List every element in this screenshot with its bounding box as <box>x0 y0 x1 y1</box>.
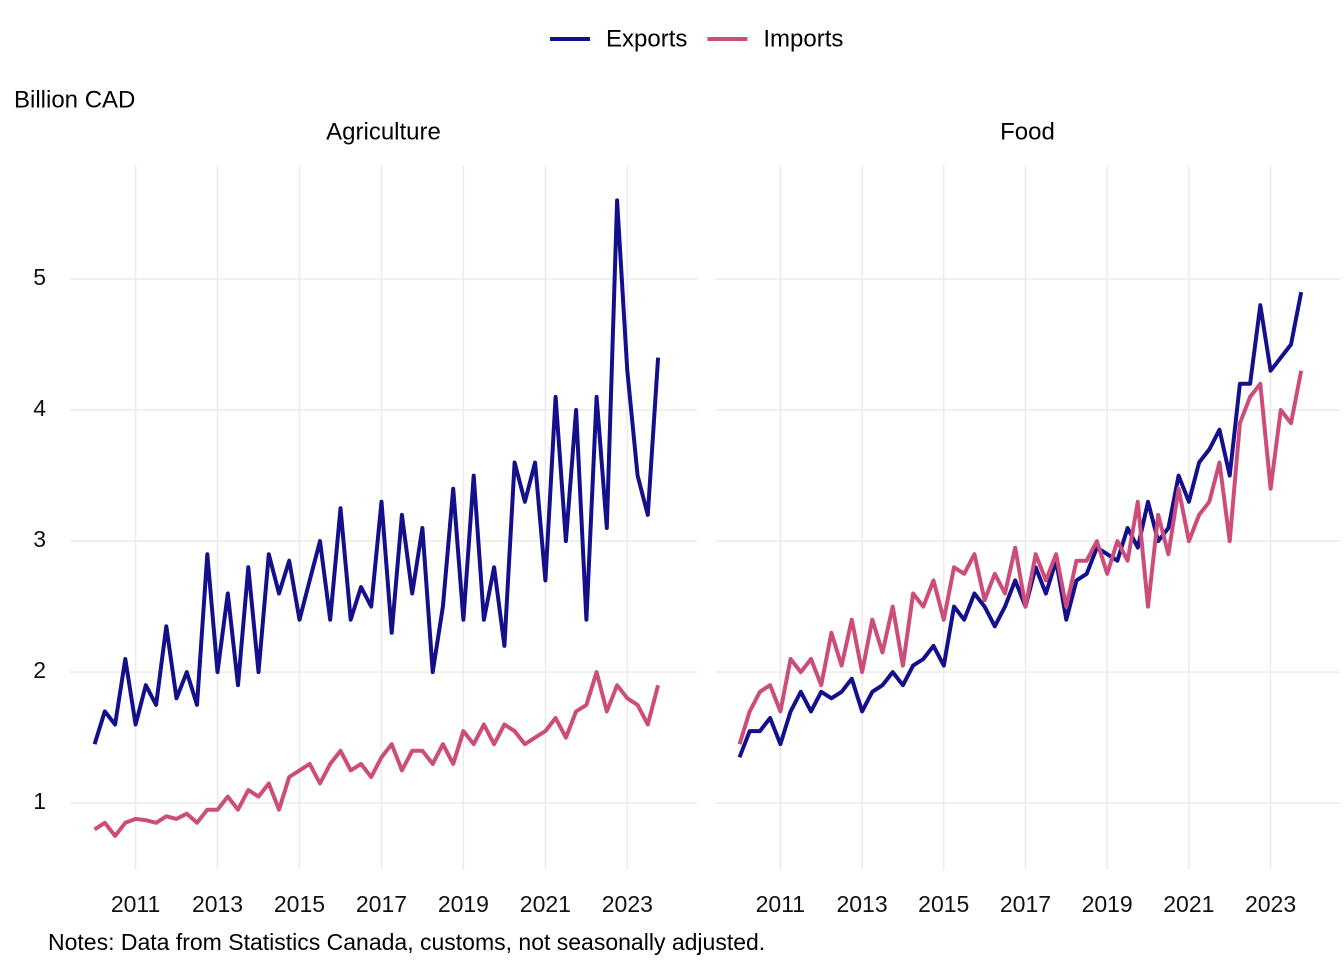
y-tick-label: 5 <box>33 264 46 290</box>
series-line <box>737 370 1304 745</box>
x-tick-label: 2011 <box>756 891 805 917</box>
legend-label: Exports <box>606 25 687 52</box>
y-axis-title: Billion CAD <box>14 86 135 113</box>
y-tick-label: 1 <box>33 788 46 814</box>
x-tick-label: 2021 <box>520 891 571 917</box>
x-tick-label: 2019 <box>438 891 489 917</box>
x-tick-label: 2017 <box>1000 891 1051 917</box>
y-tick-label: 3 <box>33 526 46 552</box>
series-line <box>737 291 1304 759</box>
x-tick-label: 2023 <box>602 891 653 917</box>
x-tick-label: 2021 <box>1163 891 1214 917</box>
legend-label: Imports <box>763 25 843 52</box>
x-tick-label: 2011 <box>111 891 160 917</box>
x-tick-label: 2013 <box>836 891 887 917</box>
y-tick-label: 2 <box>33 657 46 683</box>
x-tick-label: 2023 <box>1245 891 1296 917</box>
y-tick-label: 4 <box>33 395 46 421</box>
panel-title: Food <box>1000 118 1055 145</box>
x-tick-label: 2013 <box>192 891 243 917</box>
x-tick-label: 2019 <box>1082 891 1133 917</box>
x-tick-label: 2017 <box>356 891 407 917</box>
x-tick-label: 2015 <box>918 891 969 917</box>
panel-title: Agriculture <box>326 118 441 145</box>
x-tick-label: 2015 <box>274 891 325 917</box>
series-line <box>92 198 661 745</box>
series-line <box>93 670 661 838</box>
note: Notes: Data from Statistics Canada, cust… <box>48 929 765 955</box>
